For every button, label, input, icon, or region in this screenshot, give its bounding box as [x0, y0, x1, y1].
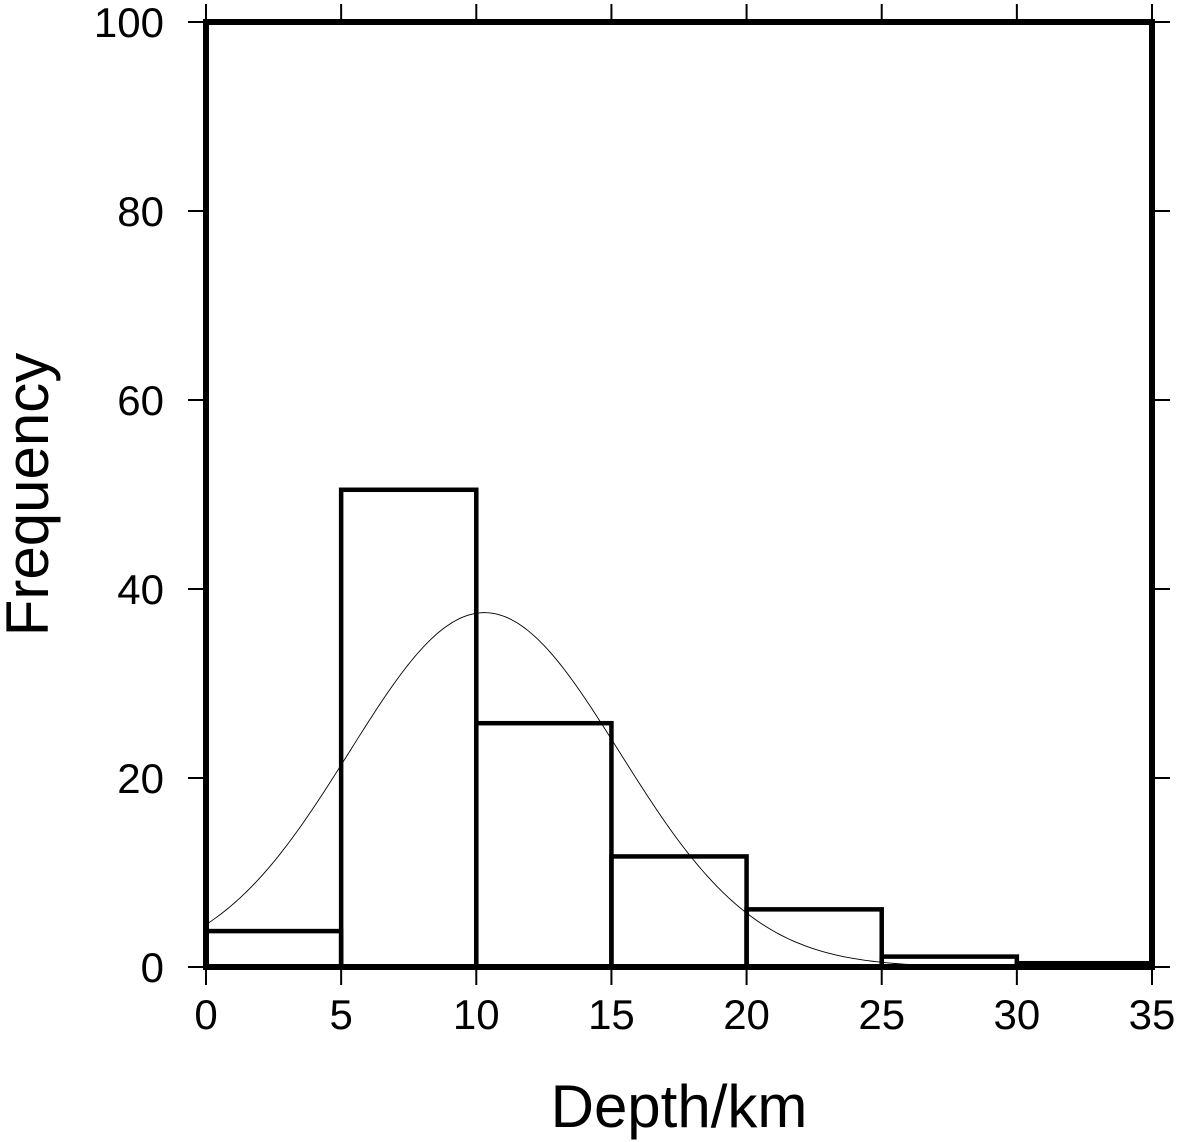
ticks-layer: [188, 4, 1170, 985]
y-tick-label-1: 20: [117, 755, 164, 802]
bars-layer: [203, 487, 1155, 970]
x-tick-label-7: 35: [1129, 991, 1176, 1038]
x-tick-label-3: 15: [588, 991, 635, 1038]
x-tick-label-2: 10: [453, 991, 500, 1038]
x-tick-label-1: 5: [329, 991, 352, 1038]
y-tick-label-3: 60: [117, 377, 164, 424]
y-tick-label-0: 0: [141, 944, 164, 991]
x-tick-label-0: 0: [194, 991, 217, 1038]
y-tick-label-2: 40: [117, 566, 164, 613]
histogram-bar-3: [609, 854, 749, 970]
x-tick-label-4: 20: [723, 991, 770, 1038]
histogram-bar-2: [474, 720, 614, 970]
y-tick-label-5: 100: [94, 0, 164, 46]
histogram-bar-4: [744, 907, 884, 970]
x-tick-label-5: 25: [858, 991, 905, 1038]
histogram-bar-0: [203, 928, 344, 970]
x-tick-label-6: 30: [993, 991, 1040, 1038]
histogram-bar-1: [338, 487, 479, 970]
normal-fit-curve: [205, 612, 1152, 968]
x-axis-title: Depth/km: [551, 1073, 808, 1140]
plot-frame: [203, 19, 1155, 970]
y-axis-title: Frequency: [0, 353, 61, 636]
tick-labels-layer: 0 5 10 15 20 25 30 35 0 20 40 60 80 100: [94, 0, 1175, 1038]
y-tick-label-4: 80: [117, 188, 164, 235]
